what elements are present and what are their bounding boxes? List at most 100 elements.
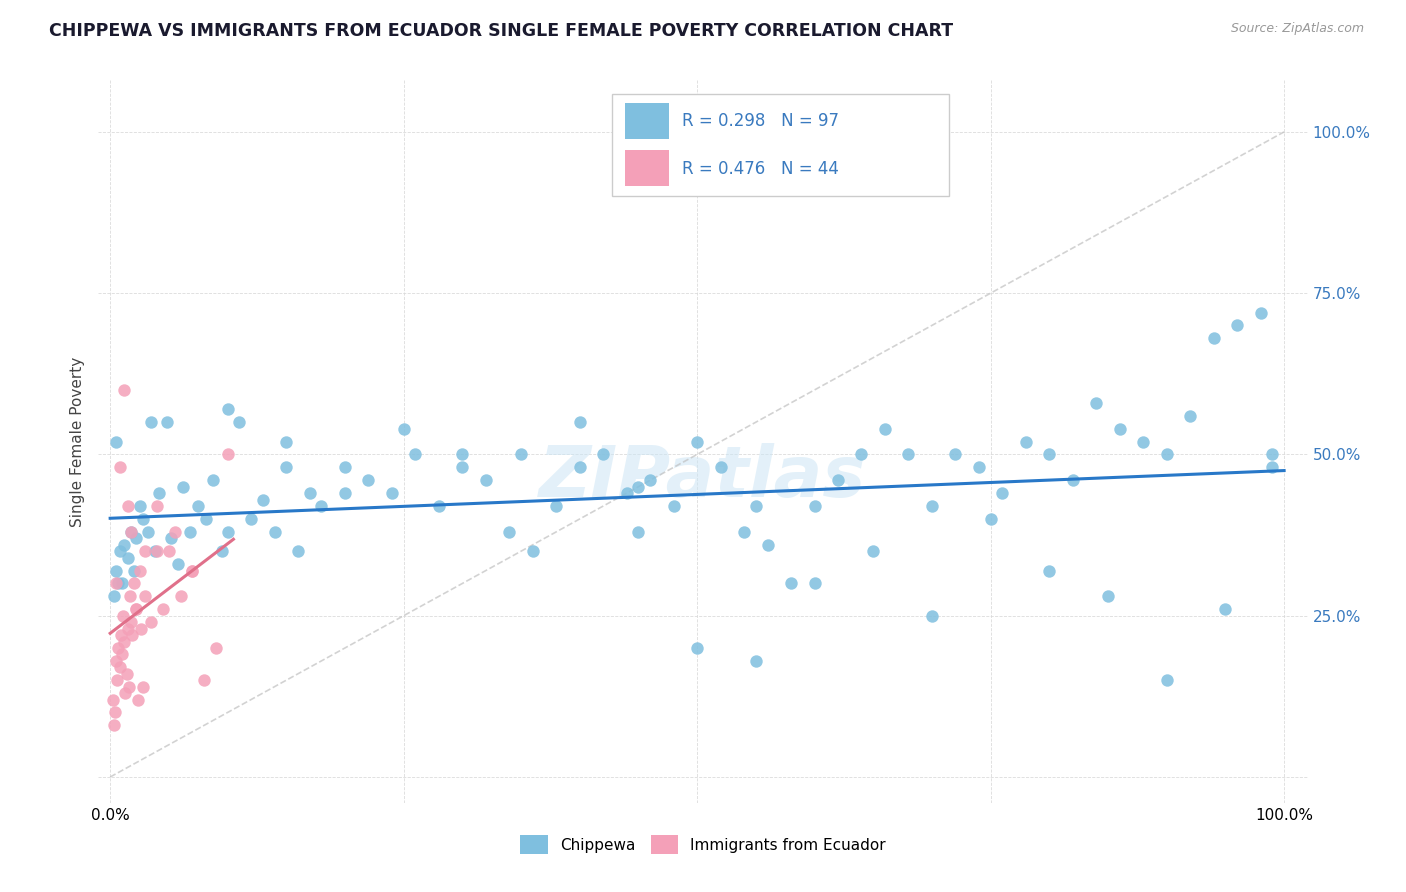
Point [217,524,239,539]
Point [169,590,191,604]
Point [1180,409,1202,423]
Point [745,499,768,513]
Point [686,640,709,655]
Point [146,499,169,513]
Point [862,544,884,558]
Legend: Chippewa, Immigrants from Ecuador: Chippewa, Immigrants from Ecuador [515,830,891,860]
Point [1156,673,1178,688]
Point [105,673,128,688]
Text: R = 0.476   N = 44: R = 0.476 N = 44 [682,160,839,178]
Point [1132,434,1154,449]
Text: R = 0.298   N = 97: R = 0.298 N = 97 [682,112,839,130]
Bar [626,103,669,139]
Point [125,602,148,616]
Point [132,512,155,526]
Point [103,718,125,732]
Point [1261,460,1284,475]
Point [157,544,180,558]
Point [155,415,177,429]
Point [141,615,163,630]
Point [107,576,129,591]
Point [120,524,142,539]
Point [112,634,135,648]
Point [105,564,128,578]
Point [127,692,149,706]
Point [298,486,321,500]
Point [117,499,139,513]
Point [110,628,132,642]
Point [1085,396,1108,410]
Point [105,434,128,449]
Point [510,447,533,461]
Point [112,538,135,552]
Point [179,524,201,539]
Point [827,473,849,487]
Point [136,524,159,539]
Point [105,576,128,591]
Point [333,486,356,500]
Point [129,622,152,636]
Point [118,680,141,694]
Point [1015,434,1038,449]
Point [104,706,127,720]
Point [475,473,498,487]
Point [686,434,709,449]
Point [756,538,779,552]
Point [107,640,129,655]
Point [803,576,825,591]
Point [146,544,169,558]
Point [108,460,131,475]
Point [592,447,614,461]
Point [152,602,174,616]
Point [181,564,204,578]
Point [522,544,544,558]
Point [627,480,650,494]
Point [427,499,450,513]
Point [546,499,568,513]
Point [451,460,474,475]
Point [125,602,148,616]
Point [710,460,733,475]
Point [195,512,218,526]
Point [1156,447,1178,461]
Point [1097,590,1119,604]
Point [181,564,204,578]
Point [217,402,239,417]
Point [252,492,274,507]
Point [115,666,138,681]
Point [122,564,145,578]
Point [404,447,426,461]
Point [112,608,135,623]
Text: CHIPPEWA VS IMMIGRANTS FROM ECUADOR SINGLE FEMALE POVERTY CORRELATION CHART: CHIPPEWA VS IMMIGRANTS FROM ECUADOR SING… [49,22,953,40]
Point [172,480,194,494]
Point [276,460,298,475]
Point [160,531,183,545]
Point [240,512,263,526]
Point [967,460,990,475]
Point [568,415,591,429]
Point [311,499,333,513]
Point [1062,473,1084,487]
Point [120,615,142,630]
Point [921,608,943,623]
Point [1226,318,1249,333]
Point [117,622,139,636]
Point [120,524,142,539]
Point [111,648,134,662]
Point [141,415,163,429]
Text: Source: ZipAtlas.com: Source: ZipAtlas.com [1230,22,1364,36]
Point [101,692,124,706]
Point [451,447,474,461]
Point [921,499,943,513]
Point [803,499,825,513]
Point [134,544,156,558]
Point [498,524,520,539]
Point [616,486,638,500]
Text: ZIPatlas: ZIPatlas [540,443,866,512]
Point [733,524,755,539]
Point [128,564,150,578]
Point [167,557,190,571]
Point [638,473,661,487]
Point [117,550,139,565]
Point [780,576,803,591]
